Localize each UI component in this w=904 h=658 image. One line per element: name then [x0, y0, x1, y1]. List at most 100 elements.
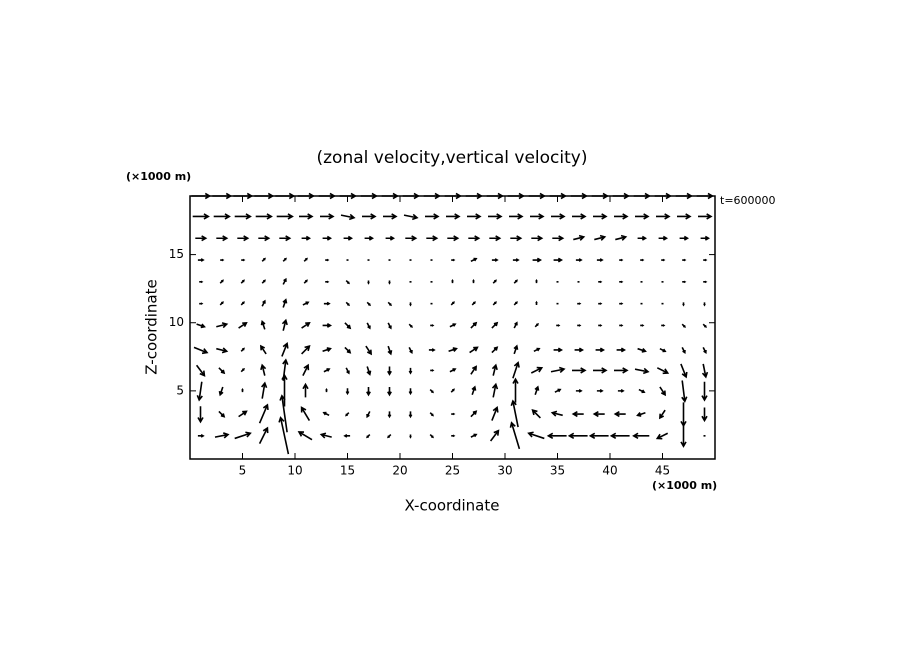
vector-arrow [192, 213, 210, 220]
vector-arrow [594, 234, 607, 241]
vector-arrow [261, 299, 266, 307]
vector-arrow [260, 363, 267, 376]
vector-arrow [260, 320, 266, 330]
vector-arrow [340, 213, 356, 221]
vector-arrow [449, 368, 457, 373]
vector-arrow [655, 432, 669, 440]
vector-arrow [489, 429, 500, 442]
vector-arrow [614, 367, 629, 374]
vector-arrow [491, 406, 499, 421]
vector-arrow [702, 347, 707, 355]
vector-arrow [360, 192, 378, 200]
vector-arrow [302, 382, 309, 398]
y-tick-label: 5 [176, 383, 184, 397]
vector-arrow [471, 301, 476, 306]
vector-arrow [216, 347, 229, 354]
vector-arrow [387, 345, 393, 356]
vector-arrow [491, 382, 499, 398]
vector-arrow [297, 192, 315, 200]
vector-arrow [258, 235, 271, 242]
vector-arrow [447, 235, 460, 242]
vector-arrow [596, 389, 604, 393]
annotation: t=600000 [720, 194, 776, 207]
vector-arrow [450, 301, 455, 306]
vector-arrow [364, 235, 375, 241]
vector-arrow [429, 412, 434, 417]
vector-arrow [680, 425, 687, 448]
vector-arrow [343, 235, 354, 241]
x-tick-label: 40 [602, 464, 617, 478]
y-tick-label: 15 [169, 247, 184, 261]
vector-arrow [491, 321, 499, 329]
vector-arrow [661, 324, 666, 327]
x-tick-label: 30 [497, 464, 512, 478]
vector-arrow [408, 367, 413, 375]
vector-arrow [255, 213, 273, 220]
vector-arrow [240, 279, 245, 284]
vector-arrow [197, 406, 204, 424]
vector-arrow [598, 324, 603, 327]
x-tick-label: 15 [340, 464, 355, 478]
vector-arrow [510, 399, 519, 428]
vector-arrow [387, 366, 392, 376]
vector-arrow [301, 321, 311, 329]
vector-arrow [619, 302, 624, 305]
vector-arrow [322, 323, 333, 328]
vector-arrow [703, 302, 706, 307]
vector-arrow [633, 192, 651, 200]
vector-arrow [325, 280, 330, 284]
vector-arrow [258, 403, 269, 424]
chart-title: (zonal velocity,vertical velocity) [317, 148, 588, 168]
vector-arrow [470, 365, 477, 375]
vector-arrow [492, 301, 497, 306]
vector-arrow [220, 258, 225, 262]
vector-arrow [577, 324, 582, 327]
y-unit: (×1000 m) [126, 170, 191, 183]
y-tick-label: 10 [169, 315, 184, 329]
vector-arrow [677, 213, 692, 220]
vector-arrow [512, 377, 519, 403]
vector-arrow [616, 347, 627, 353]
vector-arrow [318, 192, 336, 200]
vector-arrow [319, 432, 332, 439]
vector-arrow [682, 302, 685, 307]
vector-arrow [405, 235, 418, 242]
vector-arrow [408, 411, 413, 419]
vector-arrow [218, 367, 226, 375]
vector-arrow [535, 278, 538, 284]
vector-arrow [612, 192, 630, 200]
vector-arrow [702, 323, 707, 328]
vector-arrow [322, 347, 332, 353]
vector-arrow [471, 385, 477, 396]
vector-arrow [278, 416, 290, 455]
vector-arrow [297, 431, 313, 441]
x-unit: (×1000 m) [652, 479, 717, 492]
vector-arrow [598, 280, 603, 284]
vector-arrow [300, 406, 311, 421]
x-tick-label: 20 [392, 464, 407, 478]
vector-arrow [385, 235, 396, 241]
vector-arrow [261, 381, 268, 399]
vector-arrow [219, 301, 224, 306]
vector-arrow [513, 301, 518, 306]
x-tick-label: 5 [239, 464, 247, 478]
vector-arrow [682, 258, 687, 262]
vector-arrow [199, 280, 204, 284]
vector-arrow [429, 433, 434, 439]
vector-arrow [428, 348, 436, 352]
vector-arrow [617, 389, 625, 393]
vector-arrow [591, 192, 609, 200]
vector-arrow [425, 213, 440, 220]
vector-arrow [510, 235, 523, 242]
vector-arrow [675, 192, 693, 200]
vector-arrow [195, 235, 208, 242]
vector-arrow [366, 433, 371, 439]
vector-arrow [546, 432, 567, 440]
vector-arrow [640, 258, 645, 262]
vector-arrow [367, 280, 370, 285]
vector-arrow [387, 301, 392, 307]
vector-arrow [344, 322, 352, 330]
vector-arrow [550, 410, 563, 417]
vector-arrow [615, 234, 628, 241]
vector-arrow [534, 323, 539, 328]
